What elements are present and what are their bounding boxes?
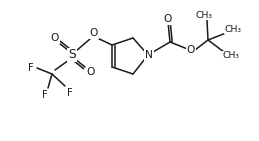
Text: O: O [164, 14, 172, 24]
Text: N: N [145, 50, 153, 60]
Text: F: F [42, 90, 48, 100]
Text: CH₃: CH₃ [222, 51, 240, 60]
Text: O: O [51, 33, 59, 43]
Text: O: O [90, 28, 98, 38]
Text: CH₃: CH₃ [196, 10, 212, 19]
Text: CH₃: CH₃ [225, 25, 241, 34]
Text: F: F [67, 88, 73, 98]
Text: S: S [68, 49, 76, 61]
Text: F: F [28, 63, 34, 73]
Text: O: O [87, 67, 95, 77]
Text: O: O [187, 45, 195, 55]
